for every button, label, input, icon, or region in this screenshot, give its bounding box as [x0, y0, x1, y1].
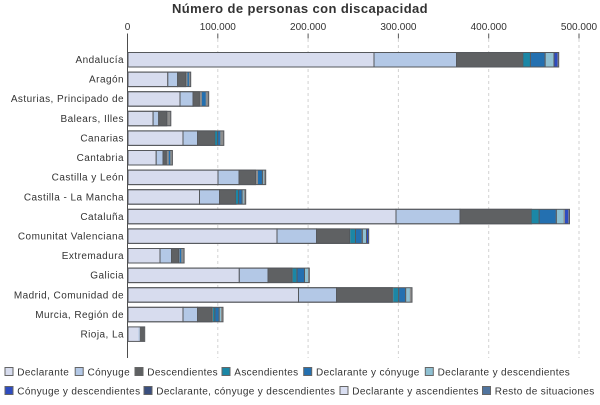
- svg-text:Extremadura: Extremadura: [62, 251, 124, 262]
- svg-text:Castilla - La Mancha: Castilla - La Mancha: [24, 192, 124, 203]
- svg-text:Cataluña: Cataluña: [80, 212, 124, 223]
- svg-text:Rioja, La: Rioja, La: [80, 330, 124, 341]
- svg-text:Aragón: Aragón: [89, 75, 124, 86]
- svg-text:Resto de situaciones: Resto de situaciones: [495, 386, 595, 397]
- svg-text:Ascendientes: Ascendientes: [234, 368, 298, 379]
- svg-text:300.000: 300.000: [380, 22, 417, 33]
- svg-text:Andalucía: Andalucía: [75, 55, 124, 66]
- svg-text:500.000: 500.000: [561, 22, 598, 33]
- svg-text:400.000: 400.000: [471, 22, 508, 33]
- svg-text:Descendientes: Descendientes: [147, 368, 218, 379]
- svg-text:0: 0: [125, 22, 131, 33]
- svg-text:Madrid, Comunidad de: Madrid, Comunidad de: [14, 290, 124, 301]
- svg-text:Cónyuge: Cónyuge: [88, 368, 131, 379]
- svg-text:Murcia, Región de: Murcia, Región de: [35, 310, 124, 321]
- svg-text:Balears, Illes: Balears, Illes: [60, 114, 124, 125]
- svg-text:Declarante y cónyuge: Declarante y cónyuge: [316, 368, 420, 379]
- svg-text:Número de personas con discapa: Número de personas con discapacidad: [172, 1, 428, 16]
- svg-text:Castilla y León: Castilla y León: [52, 173, 124, 184]
- svg-text:Declarante y descendientes: Declarante y descendientes: [438, 368, 571, 379]
- svg-text:Galicia: Galicia: [90, 271, 124, 282]
- svg-text:100.000: 100.000: [200, 22, 237, 33]
- svg-text:Comunitat Valenciana: Comunitat Valenciana: [18, 232, 124, 243]
- svg-text:Cantabria: Cantabria: [77, 153, 124, 164]
- svg-text:Declarante: Declarante: [17, 368, 69, 379]
- svg-text:Declarante y ascendientes: Declarante y ascendientes: [352, 386, 479, 397]
- svg-text:200.000: 200.000: [290, 22, 327, 33]
- svg-text:Asturias, Principado de: Asturias, Principado de: [11, 94, 124, 105]
- svg-text:Cónyuge y descendientes: Cónyuge y descendientes: [17, 386, 140, 397]
- svg-text:Canarias: Canarias: [80, 134, 124, 145]
- svg-text:Declarante, cónyuge y descendi: Declarante, cónyuge y descendientes: [156, 386, 335, 397]
